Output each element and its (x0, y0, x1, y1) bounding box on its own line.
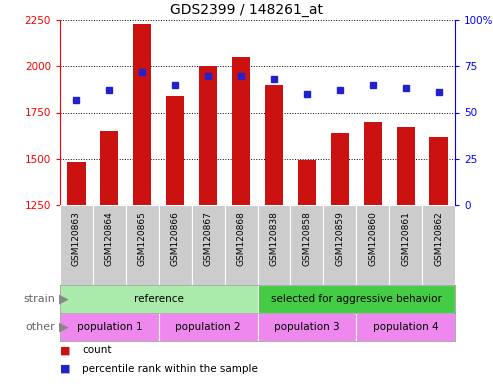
Bar (257, 313, 356, 341)
Bar (192, 205, 225, 285)
Bar (290, 205, 323, 285)
Bar (199, 66, 217, 205)
Text: population 4: population 4 (373, 322, 438, 332)
Text: selected for aggressive behavior: selected for aggressive behavior (271, 294, 442, 304)
Bar (323, 205, 356, 285)
Text: GSM120858: GSM120858 (302, 212, 312, 266)
Text: population 3: population 3 (274, 322, 340, 332)
Text: GSM120868: GSM120868 (237, 212, 246, 266)
Bar (225, 205, 257, 285)
Text: other: other (25, 322, 55, 332)
Bar (133, 24, 151, 205)
Bar (100, 131, 118, 205)
Text: percentile rank within the sample: percentile rank within the sample (82, 364, 258, 374)
Bar (396, 127, 415, 205)
Bar (257, 285, 455, 313)
Bar (331, 133, 349, 205)
Bar (60, 285, 257, 313)
Text: GSM120864: GSM120864 (105, 212, 114, 266)
Text: GSM120838: GSM120838 (270, 212, 279, 266)
Bar (356, 205, 389, 285)
Text: ■: ■ (60, 346, 70, 356)
Text: GSM120866: GSM120866 (171, 212, 180, 266)
Bar (356, 313, 455, 341)
Text: population 1: population 1 (76, 322, 142, 332)
Text: population 2: population 2 (176, 322, 241, 332)
Bar (298, 160, 316, 205)
Text: ▶: ▶ (55, 293, 69, 306)
Text: GSM120863: GSM120863 (72, 212, 81, 266)
Bar (68, 162, 85, 205)
Bar (60, 313, 159, 341)
Bar (257, 205, 290, 285)
Bar (265, 85, 283, 205)
Text: GSM120859: GSM120859 (335, 212, 344, 266)
Bar (159, 205, 192, 285)
Text: strain: strain (23, 294, 55, 304)
Bar (429, 137, 448, 205)
Bar (422, 205, 455, 285)
Text: GSM120867: GSM120867 (204, 212, 212, 266)
Text: GDS2399 / 148261_at: GDS2399 / 148261_at (170, 3, 323, 17)
Text: ■: ■ (60, 364, 70, 374)
Bar (60, 205, 93, 285)
Bar (159, 313, 257, 341)
Text: reference: reference (134, 294, 184, 304)
Bar (364, 122, 382, 205)
Text: GSM120865: GSM120865 (138, 212, 147, 266)
Bar (389, 205, 422, 285)
Text: count: count (82, 346, 112, 356)
Bar (166, 96, 184, 205)
Bar (126, 205, 159, 285)
Text: GSM120862: GSM120862 (434, 212, 443, 266)
Bar (232, 57, 250, 205)
Text: GSM120861: GSM120861 (401, 212, 410, 266)
Bar (93, 205, 126, 285)
Text: ▶: ▶ (55, 321, 69, 333)
Text: GSM120860: GSM120860 (368, 212, 377, 266)
